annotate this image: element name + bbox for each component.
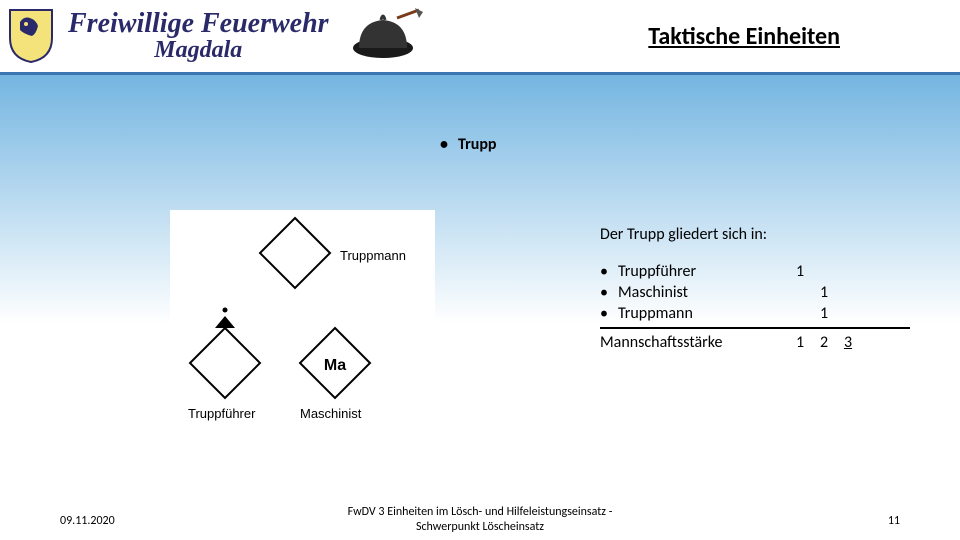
role-n3	[836, 283, 860, 302]
role-n3	[836, 304, 860, 323]
footer-date: 09.11.2020	[60, 514, 115, 528]
role-row: Maschinist 1	[600, 283, 930, 302]
intro-text: Der Trupp gliedert sich in:	[600, 225, 930, 244]
label-truppfuehrer: Truppführer	[188, 406, 256, 421]
total-n1: 1	[788, 333, 812, 352]
page-title: Taktische Einheiten	[648, 22, 840, 51]
role-n3	[836, 262, 860, 281]
footer-center: FwDV 3 Einheiten im Lösch- und Hilfeleis…	[330, 505, 630, 534]
composition-block: Der Trupp gliedert sich in: Truppführer …	[600, 225, 930, 352]
roles-list: Truppführer 1 Maschinist 1 Truppmann 1	[600, 262, 930, 323]
role-n2: 1	[812, 304, 836, 323]
label-truppmann: Truppmann	[340, 248, 406, 263]
role-name: Truppführer	[618, 262, 788, 281]
role-name: Truppmann	[618, 304, 788, 323]
subheading: Trupp	[440, 135, 497, 154]
slide: Freiwillige Feuerwehr Magdala Taktische …	[0, 0, 960, 540]
divider	[600, 327, 910, 329]
footer-page: 11	[888, 514, 900, 528]
total-n3: 3	[836, 333, 860, 352]
tactical-diagram: Truppmann Truppführer Ma Maschinist	[170, 210, 435, 425]
org-line2: Magdala	[154, 38, 242, 63]
total-n2: 2	[812, 333, 836, 352]
role-row: Truppmann 1	[600, 304, 930, 323]
role-n1: 1	[788, 262, 812, 281]
header-bar: Freiwillige Feuerwehr Magdala Taktische …	[0, 0, 960, 75]
org-name: Freiwillige Feuerwehr Magdala	[68, 9, 329, 64]
label-ma: Ma	[324, 357, 346, 374]
role-name: Maschinist	[618, 283, 788, 302]
footer-line2: Schwerpunkt Löscheinsatz	[330, 520, 630, 534]
role-n2: 1	[812, 283, 836, 302]
crest-icon	[8, 8, 54, 64]
role-n2	[812, 262, 836, 281]
totals-row: Mannschaftsstärke 1 2 3	[600, 333, 930, 352]
role-n1	[788, 304, 812, 323]
org-line1: Freiwillige Feuerwehr	[68, 9, 329, 38]
footer-line1: FwDV 3 Einheiten im Lösch- und Hilfeleis…	[330, 505, 630, 519]
role-n1	[788, 283, 812, 302]
helmet-icon	[345, 8, 425, 64]
role-row: Truppführer 1	[600, 262, 930, 281]
label-maschinist: Maschinist	[300, 406, 362, 421]
total-label: Mannschaftsstärke	[600, 333, 788, 352]
